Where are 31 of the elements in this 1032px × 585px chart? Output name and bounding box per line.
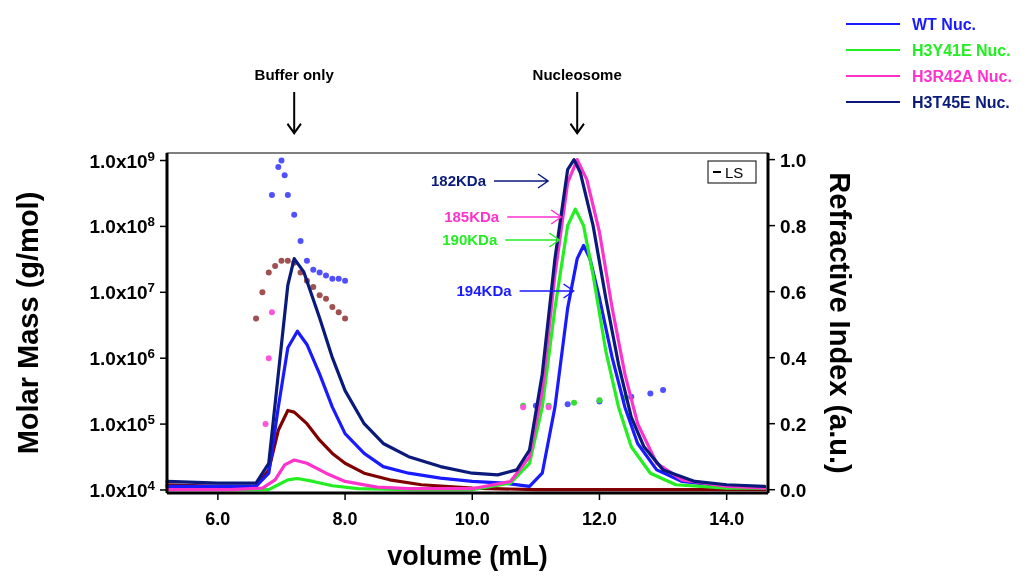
legend-label: H3R42A Nuc. — [912, 68, 1012, 85]
x-tick-label: 10.0 — [454, 509, 490, 529]
annotation: 194KDa — [456, 282, 513, 299]
text: Nucleosome — [532, 66, 622, 83]
y-tick-label: 1.0x10$^{9}$ — [89, 148, 155, 172]
text: Buffer only — [254, 66, 335, 83]
y-tick-label: 1.0x10$^{5}$ — [89, 411, 156, 436]
y-tick-label: 1.0x10$^{8}$ — [89, 213, 155, 238]
x-tick-label: 8.0 — [332, 509, 358, 529]
y-tick-label: 1.0x10$^{6}$ — [89, 345, 155, 370]
y2-axis-title: Refractive Index (a.u.) — [824, 172, 856, 474]
annotation: 185KDa — [444, 208, 500, 225]
legend-label: WT Nuc. — [912, 16, 976, 33]
y-tick-label: 1.0x10$^{4}$ — [89, 477, 156, 501]
y2-tick-label: 0.2 — [780, 413, 807, 435]
y2-tick-label: 0.4 — [780, 347, 807, 369]
y2-tick-label: 0.0 — [780, 479, 807, 501]
y-tick-label: 1.0x10$^{7}$ — [89, 279, 155, 304]
x-tick-label: 14.0 — [709, 509, 745, 529]
y2-tick-label: 0.8 — [780, 215, 807, 237]
x-tick-label: 6.0 — [205, 509, 231, 529]
legend-label: H3Y41E Nuc. — [912, 42, 1011, 59]
x-tick-label: 12.0 — [581, 509, 617, 529]
x-axis-title: volume (mL) — [387, 541, 548, 571]
y2-tick-label: 0.6 — [780, 281, 807, 303]
legend-label: H3T45E Nuc. — [912, 94, 1010, 111]
annotation: 190KDa — [442, 231, 498, 248]
y-axis-title: Molar Mass (g/mol) — [12, 191, 44, 455]
annotation: LS — [725, 164, 744, 181]
annotation: 182KDa — [430, 172, 487, 189]
y2-tick-label: 1.0 — [780, 149, 807, 171]
